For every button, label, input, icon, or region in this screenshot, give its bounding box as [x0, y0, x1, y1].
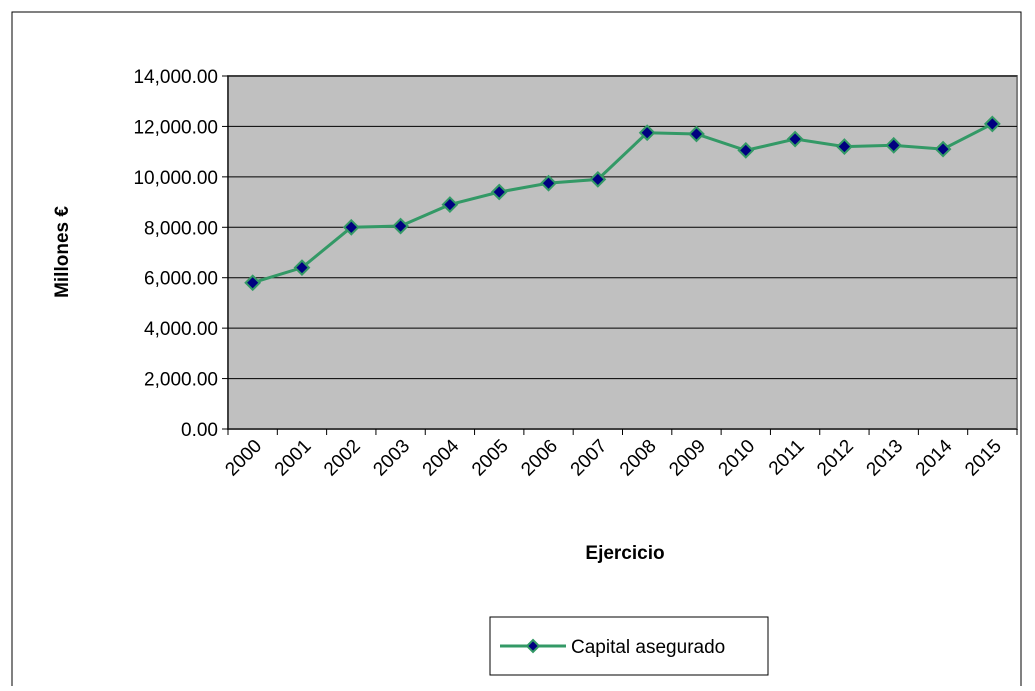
marker	[392, 217, 410, 235]
marker	[589, 170, 607, 188]
marker	[638, 124, 656, 142]
legend-label: Capital asegurado	[571, 637, 725, 658]
marker	[835, 138, 853, 156]
marker	[885, 136, 903, 154]
y-tick-label: 0.00	[181, 420, 218, 441]
marker	[737, 141, 755, 159]
marker	[490, 183, 508, 201]
y-tick-label: 14,000.00	[133, 67, 218, 88]
y-tick-label: 8,000.00	[144, 218, 218, 239]
marker	[540, 174, 557, 192]
plot-area	[227, 75, 1018, 430]
x-axis-title: Ejercicio	[585, 543, 664, 564]
line	[252, 122, 994, 285]
legend-marker	[525, 638, 541, 654]
marker	[441, 196, 459, 214]
y-tick-label: 2,000.00	[144, 370, 218, 391]
marker	[293, 259, 311, 277]
marker	[688, 125, 705, 143]
marker	[786, 130, 804, 148]
marker	[342, 218, 360, 236]
y-tick-label: 6,000.00	[144, 269, 218, 290]
marker	[983, 115, 1001, 133]
marker	[244, 274, 262, 292]
y-tick-label: 10,000.00	[133, 168, 218, 189]
y-tick-label: 4,000.00	[144, 319, 218, 340]
marker	[934, 140, 952, 158]
y-axis-title: Millones €	[52, 206, 73, 298]
y-tick-label: 12,000.00	[133, 117, 218, 138]
